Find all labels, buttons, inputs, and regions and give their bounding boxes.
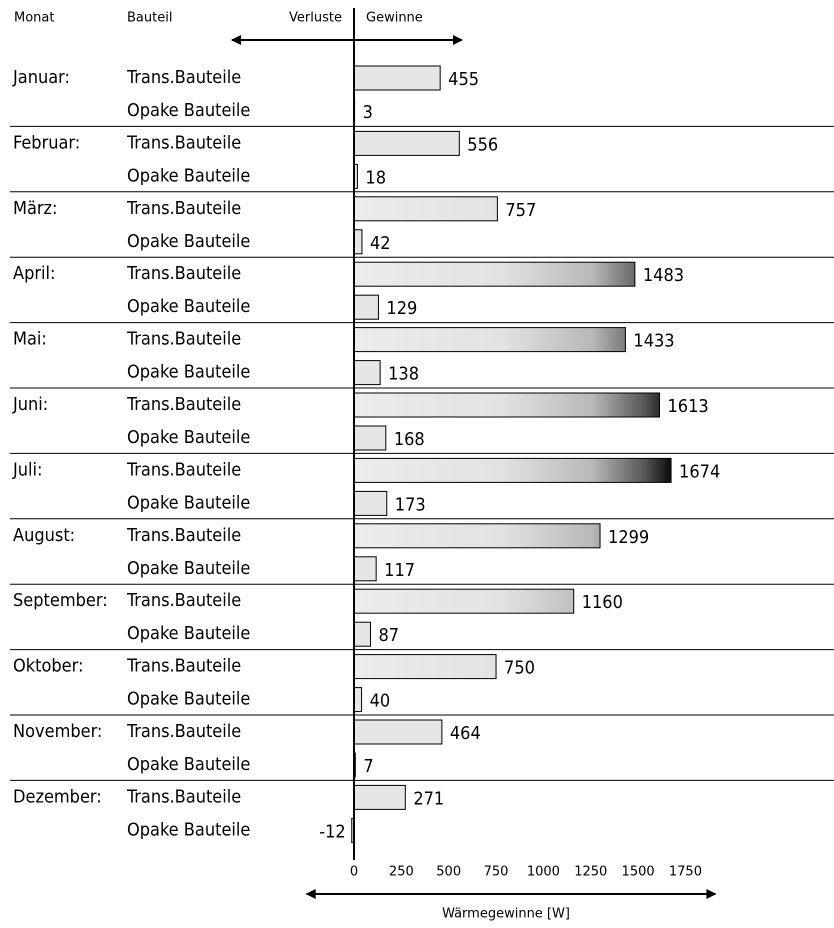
component-label: Trans.Bauteile bbox=[126, 721, 241, 742]
component-label: Trans.Bauteile bbox=[126, 590, 241, 611]
component-label: Trans.Bauteile bbox=[126, 525, 241, 546]
value-label: 464 bbox=[450, 723, 481, 744]
value-label: 455 bbox=[448, 69, 479, 90]
bar bbox=[353, 130, 460, 156]
value-label: 138 bbox=[388, 364, 419, 385]
component-label: Opake Bauteile bbox=[127, 165, 250, 186]
value-label: 7 bbox=[363, 756, 373, 777]
bar bbox=[353, 719, 443, 745]
header-verluste: Verluste bbox=[289, 11, 342, 26]
x-tick-label: 1000 bbox=[527, 865, 560, 880]
value-label: 3 bbox=[363, 102, 373, 123]
component-label: Trans.Bauteile bbox=[126, 459, 241, 480]
value-label: 129 bbox=[386, 298, 417, 319]
component-label: Opake Bauteile bbox=[127, 623, 250, 644]
component-label: Trans.Bauteile bbox=[126, 786, 241, 807]
value-label: 40 bbox=[370, 691, 391, 712]
value-label: 750 bbox=[504, 658, 535, 679]
value-label: 42 bbox=[370, 233, 391, 254]
component-label: Opake Bauteile bbox=[127, 558, 250, 579]
component-label: Opake Bauteile bbox=[127, 754, 250, 775]
bar bbox=[353, 229, 363, 255]
bar bbox=[353, 523, 601, 549]
component-label: Trans.Bauteile bbox=[126, 67, 241, 88]
value-label: 1483 bbox=[643, 265, 684, 286]
month-label: April: bbox=[13, 263, 55, 284]
component-label: Opake Bauteile bbox=[127, 427, 250, 448]
month-label: September: bbox=[13, 590, 108, 611]
x-tick-label: 0 bbox=[350, 865, 358, 880]
component-label: Trans.Bauteile bbox=[126, 198, 241, 219]
month-label: März: bbox=[13, 198, 58, 219]
header-gewinne: Gewinne bbox=[366, 11, 423, 26]
bar bbox=[353, 360, 381, 386]
component-label: Opake Bauteile bbox=[127, 296, 250, 317]
component-label: Opake Bauteile bbox=[127, 689, 250, 710]
month-label: August: bbox=[13, 525, 75, 546]
month-label: Juli: bbox=[12, 459, 43, 480]
value-label: 173 bbox=[395, 494, 426, 515]
header-monat: Monat bbox=[14, 11, 54, 26]
component-label: Trans.Bauteile bbox=[126, 656, 241, 677]
month-label: November: bbox=[13, 721, 102, 742]
x-tick-label: 750 bbox=[484, 865, 509, 880]
value-label: 757 bbox=[505, 200, 536, 221]
value-label: 556 bbox=[467, 134, 498, 155]
value-label: 1160 bbox=[582, 592, 623, 613]
month-label: Februar: bbox=[13, 132, 80, 153]
value-label: 271 bbox=[413, 788, 444, 809]
value-label: 18 bbox=[365, 167, 386, 188]
value-label: -12 bbox=[319, 821, 345, 842]
bar bbox=[353, 654, 497, 680]
value-label: 1433 bbox=[633, 331, 674, 352]
bar bbox=[353, 327, 626, 353]
bar bbox=[353, 490, 388, 516]
bar bbox=[353, 556, 377, 582]
component-label: Opake Bauteile bbox=[127, 819, 250, 840]
x-tick-label: 1750 bbox=[669, 865, 702, 880]
value-label: 117 bbox=[384, 560, 415, 581]
component-label: Opake Bauteile bbox=[127, 362, 250, 383]
bar bbox=[353, 294, 379, 320]
component-label: Opake Bauteile bbox=[127, 100, 250, 121]
month-label: Januar: bbox=[12, 67, 70, 88]
bar bbox=[353, 784, 406, 810]
component-label: Opake Bauteile bbox=[127, 231, 250, 252]
component-label: Trans.Bauteile bbox=[126, 132, 241, 153]
x-tick-label: 1500 bbox=[622, 865, 655, 880]
component-label: Opake Bauteile bbox=[127, 492, 250, 513]
bar bbox=[353, 65, 441, 91]
bar bbox=[353, 588, 575, 614]
bar bbox=[353, 425, 387, 451]
x-tick-label: 500 bbox=[436, 865, 461, 880]
component-label: Trans.Bauteile bbox=[126, 394, 241, 415]
month-label: Mai: bbox=[13, 329, 47, 350]
component-label: Trans.Bauteile bbox=[126, 329, 241, 350]
month-label: Oktober: bbox=[13, 656, 83, 677]
bar bbox=[353, 457, 672, 483]
bar bbox=[353, 687, 363, 713]
x-tick-label: 250 bbox=[389, 865, 414, 880]
header-bauteil: Bauteil bbox=[127, 11, 172, 26]
value-label: 168 bbox=[394, 429, 425, 450]
value-label: 1674 bbox=[679, 461, 720, 482]
value-label: 1613 bbox=[668, 396, 709, 417]
component-label: Trans.Bauteile bbox=[126, 263, 241, 284]
bar bbox=[353, 261, 636, 287]
value-label: 87 bbox=[378, 625, 399, 646]
bar bbox=[353, 196, 498, 222]
bar bbox=[353, 392, 661, 418]
value-label: 1299 bbox=[608, 527, 649, 548]
x-axis-label: Wärmegewinne [W] bbox=[442, 907, 570, 922]
bar bbox=[353, 621, 371, 647]
x-tick-label: 1250 bbox=[574, 865, 607, 880]
month-label: Juni: bbox=[12, 394, 48, 415]
month-label: Dezember: bbox=[13, 786, 102, 807]
